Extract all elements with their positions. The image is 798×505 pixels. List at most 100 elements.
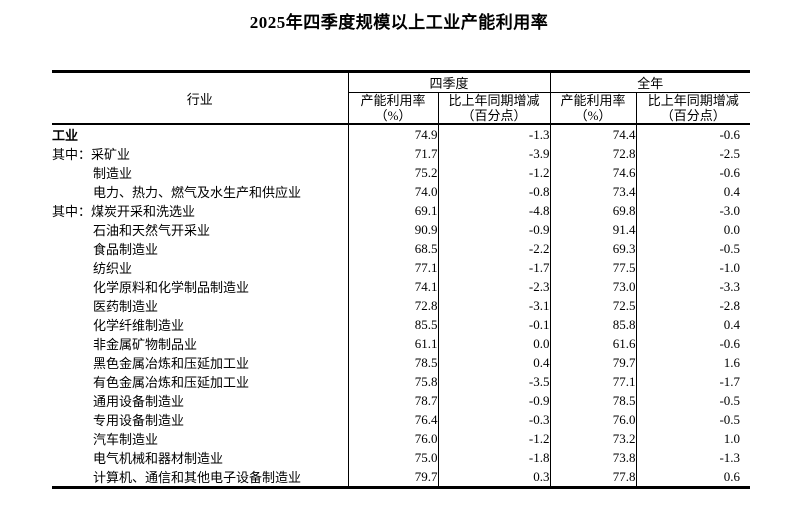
q4-utilization-value: 74.9 (347, 124, 438, 144)
year-change-value: -3.0 (635, 201, 751, 220)
year-utilization-value: 74.4 (549, 124, 637, 144)
year-utilization-value: 76.0 (549, 410, 637, 429)
q4-utilization-value: 69.1 (347, 201, 438, 220)
column-group-q4: 四季度 (347, 71, 551, 93)
year-change-value: -2.5 (635, 144, 751, 163)
year-utilization-value: 78.5 (549, 391, 637, 410)
year-utilization-value: 85.8 (549, 315, 637, 334)
q4-change-value: -3.9 (437, 144, 551, 163)
year-utilization-value: 77.8 (549, 467, 637, 488)
year-change-value: 1.6 (635, 353, 751, 372)
q4-utilization-value: 90.9 (347, 220, 438, 239)
table-row: 化学纤维制造业 85.5 -0.1 85.8 0.4 (52, 315, 751, 334)
page-title: 2025年四季度规模以上工业产能利用率 (249, 13, 549, 32)
q4-utilization-value: 76.4 (347, 410, 438, 429)
year-utilization-value: 69.3 (549, 239, 637, 258)
q4-utilization-value: 72.8 (347, 296, 438, 315)
industry-label: 专用设备制造业 (93, 413, 185, 428)
industry-label: 通用设备制造业 (93, 394, 185, 409)
year-change-value: 0.0 (635, 220, 751, 239)
q4-change-value: -3.1 (437, 296, 551, 315)
q4-change-value: 0.3 (437, 467, 551, 488)
table-row: 食品制造业 68.5 -2.2 69.3 -0.5 (52, 239, 751, 258)
q4-utilization-value: 61.1 (347, 334, 438, 353)
year-change-value: -0.5 (635, 410, 751, 429)
column-header-year-utilization: 产能利用率 （%） (549, 92, 637, 125)
year-utilization-value: 73.2 (549, 429, 637, 448)
q4-change-value: -1.2 (437, 163, 551, 182)
q4-utilization-value: 77.1 (347, 258, 438, 277)
table-row: 电力、热力、燃气及水生产和供应业 74.0 -0.8 73.4 0.4 (52, 182, 751, 201)
q4-utilization-value: 71.7 (347, 144, 438, 163)
year-utilization-label: 产能利用率 (560, 93, 626, 108)
table-body: 工业 74.9 -1.3 74.4 -0.6 其中：采矿业 71.7 -3.9 72.8 -2.5… (52, 124, 751, 488)
table-row: 黑色金属冶炼和压延加工业 78.5 0.4 79.7 1.6 (52, 353, 751, 372)
q4-change-unit: （百分点） (461, 108, 527, 123)
column-header-q4-change: 比上年同期增减 （百分点） (437, 92, 551, 125)
column-group-year: 全年 (549, 71, 751, 93)
table-header: 行业 四季度 全年 产能利用率 （%） 比上年同期增减 （百分点） 产能利用率 … (52, 71, 751, 125)
year-change-value: -1.7 (635, 372, 751, 391)
table-row: 非金属矿物制品业 61.1 0.0 61.6 -0.6 (52, 334, 751, 353)
table-row: 其中：采矿业 71.7 -3.9 72.8 -2.5 (52, 144, 751, 163)
q4-utilization-unit: （%） (374, 108, 412, 123)
q4-utilization-value: 68.5 (347, 239, 438, 258)
industry-label: 化学原料和化学制品制造业 (93, 280, 250, 295)
industry-label: 工业 (52, 128, 79, 143)
table-row: 专用设备制造业 76.4 -0.3 76.0 -0.5 (52, 410, 751, 429)
industry-label: 汽车制造业 (93, 432, 159, 447)
industry-label: 食品制造业 (93, 242, 159, 257)
year-utilization-value: 79.7 (549, 353, 637, 372)
industry-label: 纺织业 (93, 261, 133, 276)
q4-change-value: -0.1 (437, 315, 551, 334)
column-header-q4-utilization: 产能利用率 （%） (347, 92, 438, 125)
industry-label: 电气机械和器材制造业 (93, 451, 224, 466)
q4-utilization-value: 85.5 (347, 315, 438, 334)
q4-change-value: -0.3 (437, 410, 551, 429)
year-change-value: -0.6 (635, 124, 751, 144)
q4-utilization-value: 74.0 (347, 182, 438, 201)
year-change-value: -1.3 (635, 448, 751, 467)
q4-utilization-value: 74.1 (347, 277, 438, 296)
year-change-unit: （百分点） (660, 108, 726, 123)
year-change-value: 0.4 (635, 182, 751, 201)
q4-change-value: -2.2 (437, 239, 551, 258)
year-utilization-value: 73.8 (549, 448, 637, 467)
year-utilization-value: 74.6 (549, 163, 637, 182)
table-row: 计算机、通信和其他电子设备制造业 79.7 0.3 77.8 0.6 (52, 467, 751, 488)
q4-change-value: -0.8 (437, 182, 551, 201)
year-change-value: -3.3 (635, 277, 751, 296)
header-sub-row: 产能利用率 （%） 比上年同期增减 （百分点） 产能利用率 （%） 比上年同期增… (52, 92, 751, 125)
table-row: 有色金属冶炼和压延加工业 75.8 -3.5 77.1 -1.7 (52, 372, 751, 391)
year-change-value: -2.8 (635, 296, 751, 315)
year-change-value: 0.4 (635, 315, 751, 334)
q4-utilization-value: 78.7 (347, 391, 438, 410)
q4-utilization-value: 75.0 (347, 448, 438, 467)
industry-label: 医药制造业 (93, 299, 159, 314)
industry-label: 其中：采矿业 (52, 147, 131, 162)
year-utilization-value: 73.4 (549, 182, 637, 201)
year-change-value: 0.6 (635, 467, 751, 488)
industry-label: 制造业 (93, 166, 133, 181)
industry-label: 有色金属冶炼和压延加工业 (93, 375, 250, 390)
year-change-value: -1.0 (635, 258, 751, 277)
table-row: 石油和天然气开采业 90.9 -0.9 91.4 0.0 (52, 220, 751, 239)
table-row: 其中：煤炭开采和洗选业 69.1 -4.8 69.8 -3.0 (52, 201, 751, 220)
q4-change-value: -0.9 (437, 220, 551, 239)
q4-change-value: 0.4 (437, 353, 551, 372)
table-row: 电气机械和器材制造业 75.0 -1.8 73.8 -1.3 (52, 448, 751, 467)
q4-change-value: -2.3 (437, 277, 551, 296)
table-row: 工业 74.9 -1.3 74.4 -0.6 (52, 124, 751, 144)
industry-label: 黑色金属冶炼和压延加工业 (93, 356, 250, 371)
year-change-value: -0.5 (635, 239, 751, 258)
q4-change-value: 0.0 (437, 334, 551, 353)
year-change-value: 1.0 (635, 429, 751, 448)
q4-change-value: -4.8 (437, 201, 551, 220)
table-row: 制造业 75.2 -1.2 74.6 -0.6 (52, 163, 751, 182)
industry-label: 其中：煤炭开采和洗选业 (52, 204, 196, 219)
q4-change-value: -1.7 (437, 258, 551, 277)
table-row: 汽车制造业 76.0 -1.2 73.2 1.0 (52, 429, 751, 448)
q4-utilization-value: 75.8 (347, 372, 438, 391)
industry-label: 化学纤维制造业 (93, 318, 185, 333)
